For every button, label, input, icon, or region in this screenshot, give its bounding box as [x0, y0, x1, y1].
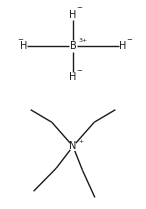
Text: H: H — [20, 41, 27, 51]
Text: +: + — [78, 139, 83, 144]
Text: −: − — [77, 5, 82, 11]
Text: −: − — [18, 37, 23, 43]
Text: H: H — [119, 41, 126, 51]
Text: 3+: 3+ — [79, 38, 88, 43]
Text: H: H — [69, 10, 77, 20]
Text: −: − — [77, 68, 82, 74]
Text: N: N — [69, 141, 77, 151]
Text: −: − — [126, 37, 132, 43]
Text: H: H — [69, 72, 77, 82]
Text: B: B — [70, 41, 76, 51]
